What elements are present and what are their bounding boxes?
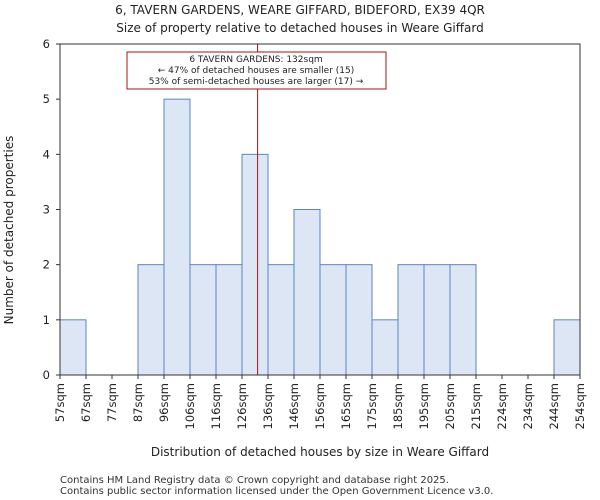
x-tick-label: 106sqm <box>183 383 197 429</box>
x-tick-label: 205sqm <box>443 383 457 429</box>
x-tick-label: 224sqm <box>495 383 509 429</box>
x-tick-label: 185sqm <box>391 383 405 429</box>
y-axis-label: Number of detached properties <box>2 136 16 325</box>
bar-116sqm <box>215 264 243 376</box>
bar-195sqm <box>423 264 451 376</box>
bar-244sqm <box>553 319 581 376</box>
x-tick-label: 87sqm <box>131 383 145 422</box>
y-tick-label: 0 <box>43 368 50 382</box>
footer-line-2: Contains public sector information licen… <box>60 486 493 497</box>
annotation-border <box>126 51 387 90</box>
bar-106sqm <box>189 264 217 376</box>
chart-title: 6, TAVERN GARDENS, WEARE GIFFARD, BIDEFO… <box>115 3 485 17</box>
x-tick-label: 136sqm <box>261 383 275 429</box>
x-tick-label: 126sqm <box>235 383 249 429</box>
x-tick-label: 77sqm <box>105 383 119 422</box>
x-tick-label: 67sqm <box>79 383 93 422</box>
x-tick-label: 96sqm <box>157 383 171 422</box>
x-tick-label: 244sqm <box>547 383 561 429</box>
x-axis-ticks: 57sqm 67sqm 77sqm 87sqm 96sqm 106sqm 116sqm 126… <box>53 375 587 429</box>
x-tick-label: 175sqm <box>365 383 379 429</box>
x-axis-label: Distribution of detached houses by size … <box>151 445 489 459</box>
annotation-box: 6 TAVERN GARDENS: 132sqm ← 47% of detach… <box>126 51 387 90</box>
y-axis-ticks: 0 1 2 3 4 5 6 <box>43 37 60 382</box>
bars-group <box>59 98 581 376</box>
bar-57sqm <box>59 319 87 376</box>
x-tick-label: 254sqm <box>573 383 587 429</box>
y-tick-label: 6 <box>43 37 50 51</box>
annotation-line-2: ← 47% of detached houses are smaller (15… <box>158 66 355 76</box>
y-tick-label: 5 <box>43 92 50 106</box>
bar-136sqm <box>267 264 295 376</box>
x-tick-label: 146sqm <box>287 383 301 429</box>
x-tick-label: 234sqm <box>521 383 535 429</box>
bar-87sqm <box>137 264 165 376</box>
x-tick-label: 156sqm <box>313 383 327 429</box>
bar-205sqm <box>449 264 477 376</box>
x-tick-label: 165sqm <box>339 383 353 429</box>
annotation-line-1: 6 TAVERN GARDENS: 132sqm <box>189 55 322 65</box>
bar-156sqm <box>319 264 347 376</box>
x-tick-label: 57sqm <box>53 383 67 422</box>
y-tick-label: 3 <box>43 203 50 217</box>
x-tick-label: 116sqm <box>209 383 223 429</box>
annotation-line-3: 53% of semi-detached houses are larger (… <box>149 77 364 87</box>
bar-96sqm <box>163 98 191 376</box>
bar-165sqm <box>345 264 373 376</box>
footer-line-1: Contains HM Land Registry data © Crown c… <box>60 475 449 486</box>
x-tick-label: 215sqm <box>469 383 483 429</box>
chart-subtitle: Size of property relative to detached ho… <box>116 21 483 35</box>
bar-126sqm <box>241 153 269 376</box>
bar-185sqm <box>397 264 425 376</box>
x-tick-label: 195sqm <box>417 383 431 429</box>
bar-146sqm <box>293 209 321 376</box>
y-tick-label: 4 <box>43 147 50 161</box>
bar-175sqm <box>371 319 399 376</box>
y-tick-label: 1 <box>43 313 50 327</box>
y-tick-label: 2 <box>43 258 50 272</box>
